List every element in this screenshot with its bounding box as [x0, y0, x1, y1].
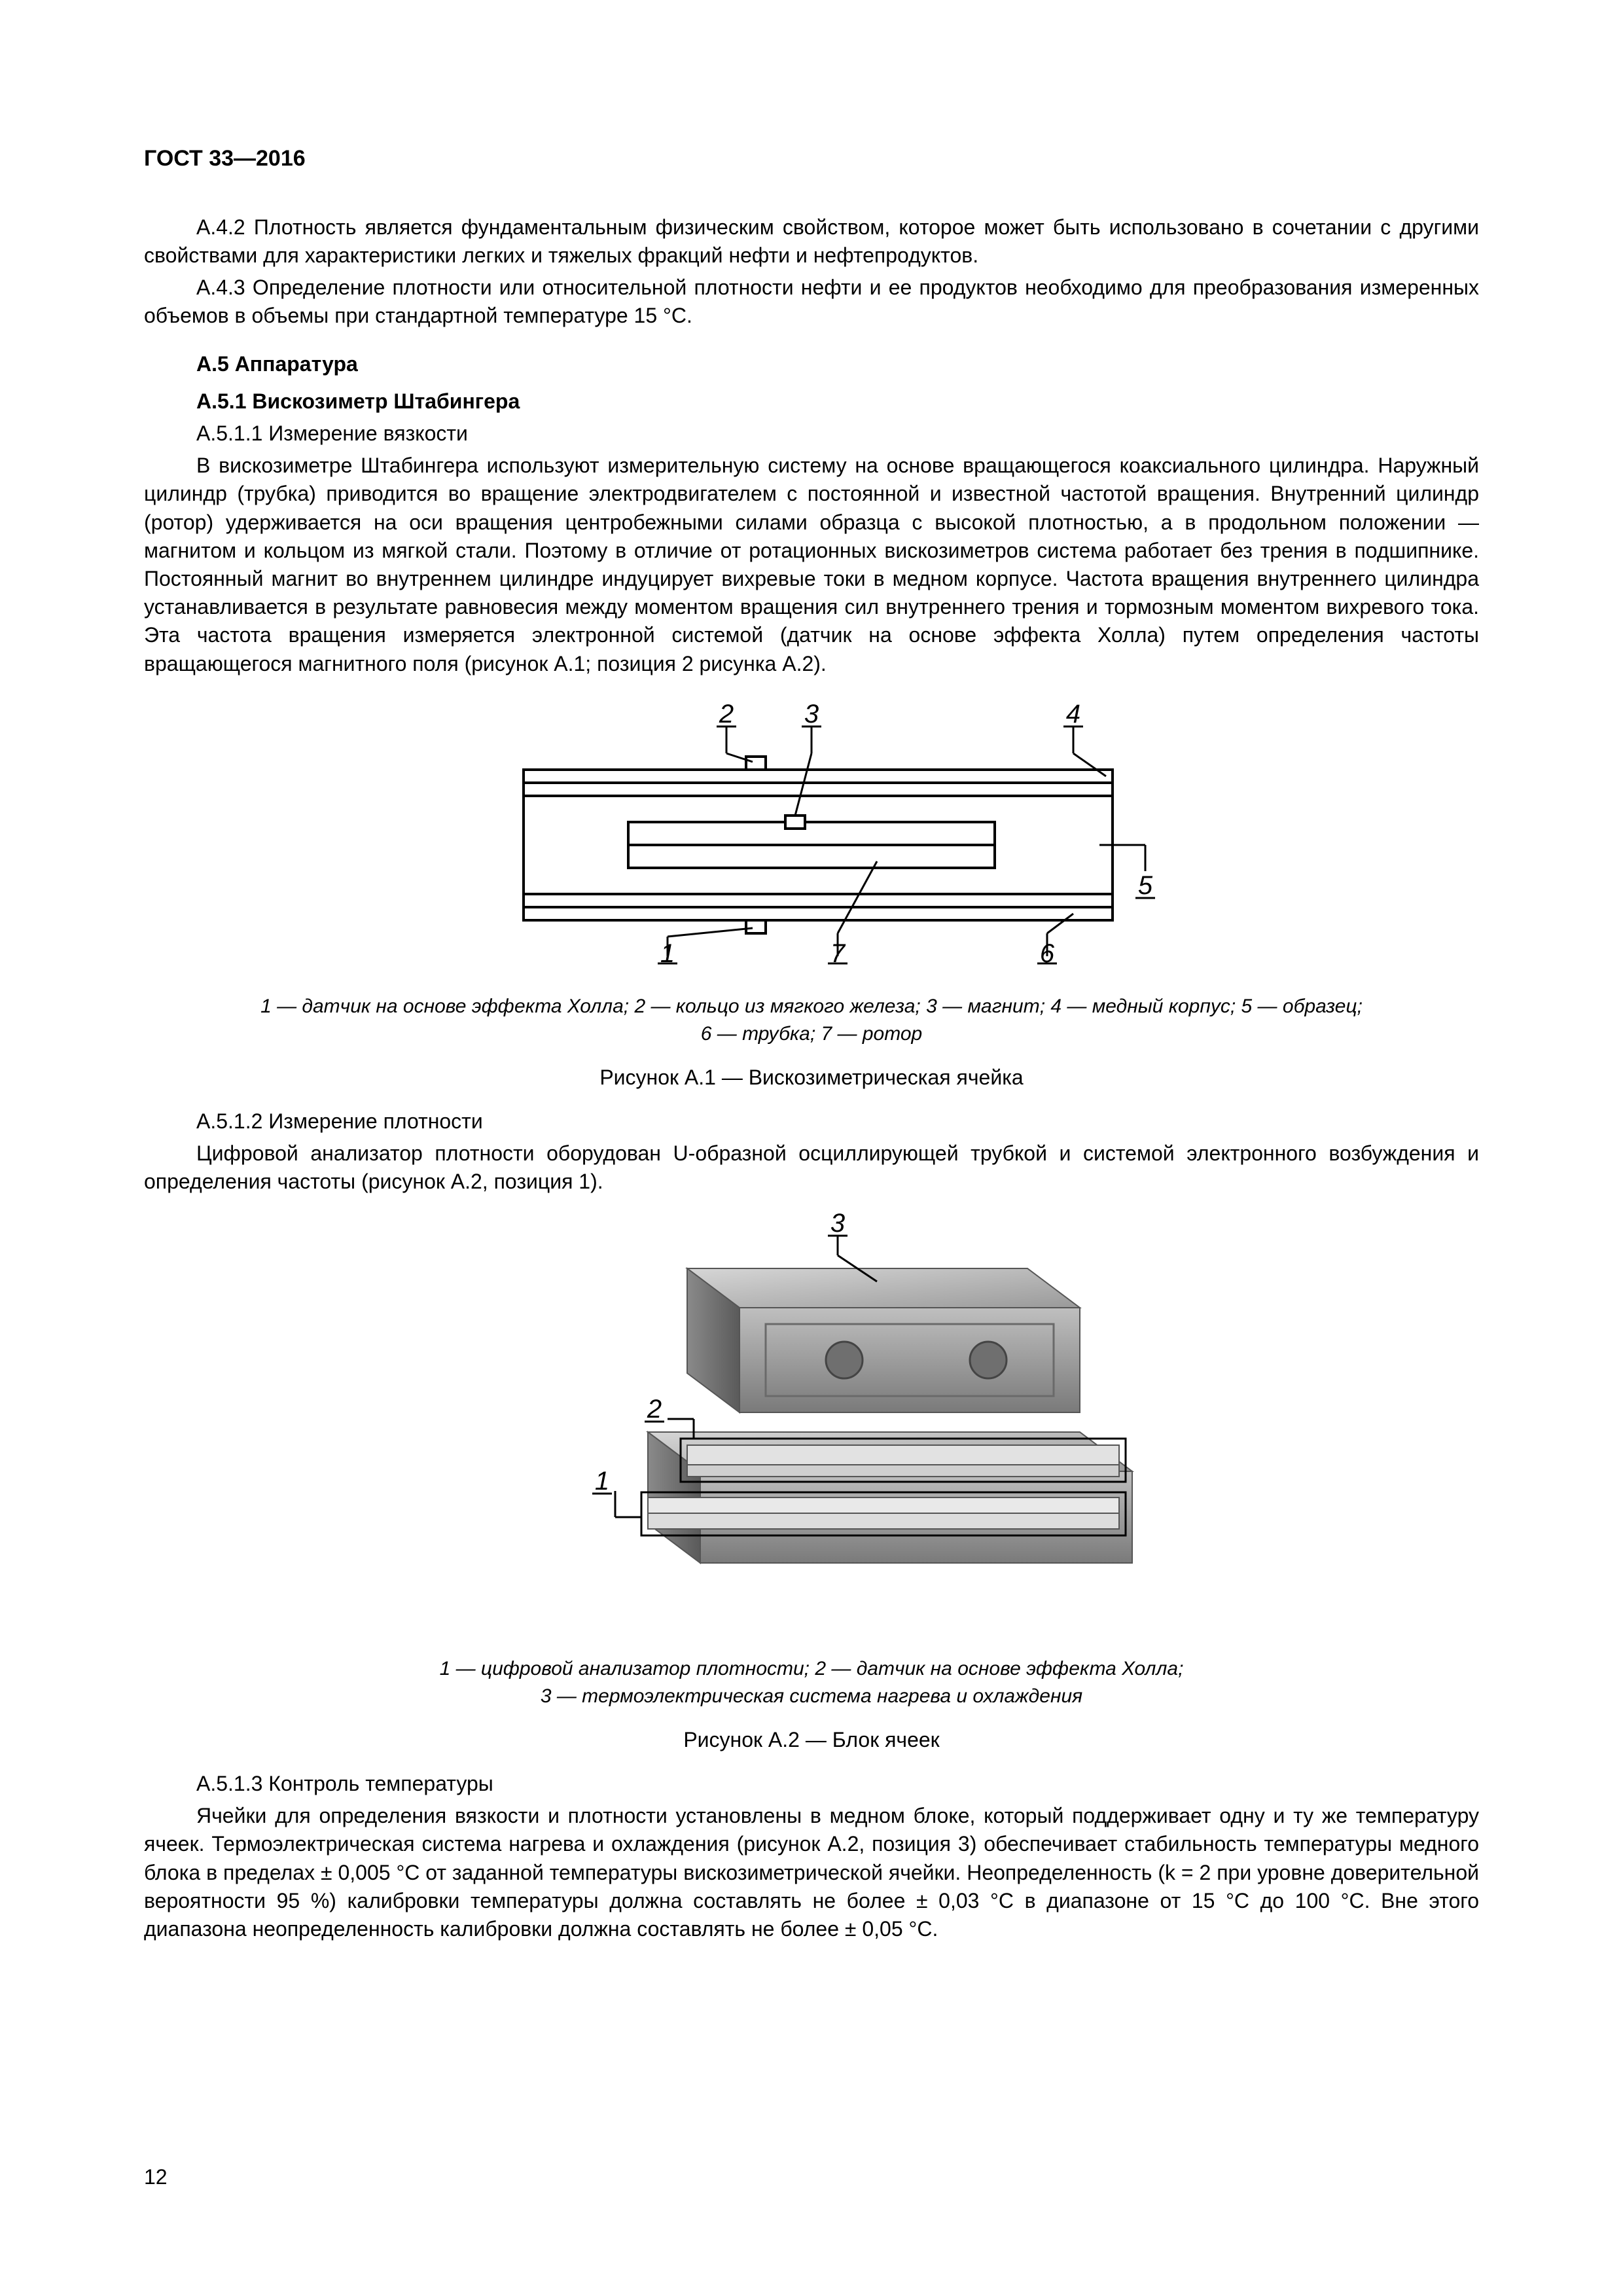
fig2-label-2: 2	[647, 1395, 662, 1424]
page: ГОСТ 33—2016 А.4.2 Плотность является фу…	[0, 0, 1623, 2026]
figure-a1-svg: 2 3 4 5 6 7 1	[419, 691, 1204, 966]
figure-a2-svg: 3 2 1	[452, 1210, 1171, 1628]
heading-a51: А.5.1 Вискозиметр Штабингера	[144, 387, 1479, 416]
fig1-label-2: 2	[719, 700, 734, 728]
figure-a2-legend: 1 — цифровой анализатор плотности; 2 — д…	[144, 1655, 1479, 1710]
figure-a2-title: Рисунок А.2 — Блок ячеек	[144, 1726, 1479, 1754]
para-a511: В вискозиметре Штабингера используют изм…	[144, 452, 1479, 678]
fig1-label-4: 4	[1066, 700, 1080, 728]
figure-a1: 2 3 4 5 6 7 1	[144, 691, 1479, 973]
para-a513: Ячейки для определения вязкости и плотно…	[144, 1802, 1479, 1943]
fig1-legend-line1: 1 — датчик на основе эффекта Холла; 2 — …	[260, 996, 1363, 1017]
fig1-label-6: 6	[1040, 939, 1055, 966]
heading-a5: А.5 Аппаратура	[144, 350, 1479, 378]
para-a42: А.4.2 Плотность является фундаментальным…	[144, 213, 1479, 270]
heading-a511: А.5.1.1 Измерение вязкости	[144, 420, 1479, 448]
para-a512: Цифровой анализатор плотности оборудован…	[144, 1139, 1479, 1196]
fig2-legend-line2: 3 — термоэлектрическая система нагрева и…	[541, 1685, 1082, 1707]
fig2-label-1: 1	[595, 1467, 609, 1496]
figure-a1-legend: 1 — датчик на основе эффекта Холла; 2 — …	[144, 993, 1479, 1048]
doc-header: ГОСТ 33—2016	[144, 144, 1479, 174]
para-a43: А.4.3 Определение плотности или относите…	[144, 274, 1479, 330]
fig1-label-1: 1	[660, 939, 675, 966]
heading-a512: А.5.1.2 Измерение плотности	[144, 1107, 1479, 1136]
fig1-label-3: 3	[804, 700, 819, 728]
fig2-legend-line1: 1 — цифровой анализатор плотности; 2 — д…	[440, 1658, 1184, 1679]
figure-a1-title: Рисунок А.1 — Вискозиметрическая ячейка	[144, 1064, 1479, 1092]
heading-a513: А.5.1.3 Контроль температуры	[144, 1770, 1479, 1798]
fig1-label-7: 7	[830, 939, 846, 966]
page-number: 12	[144, 2163, 168, 2191]
figure-a2: 3 2 1	[144, 1210, 1479, 1636]
fig2-label-3: 3	[830, 1210, 845, 1238]
fig1-label-5: 5	[1138, 871, 1153, 900]
fig1-legend-line2: 6 — трубка; 7 — ротор	[701, 1023, 923, 1045]
